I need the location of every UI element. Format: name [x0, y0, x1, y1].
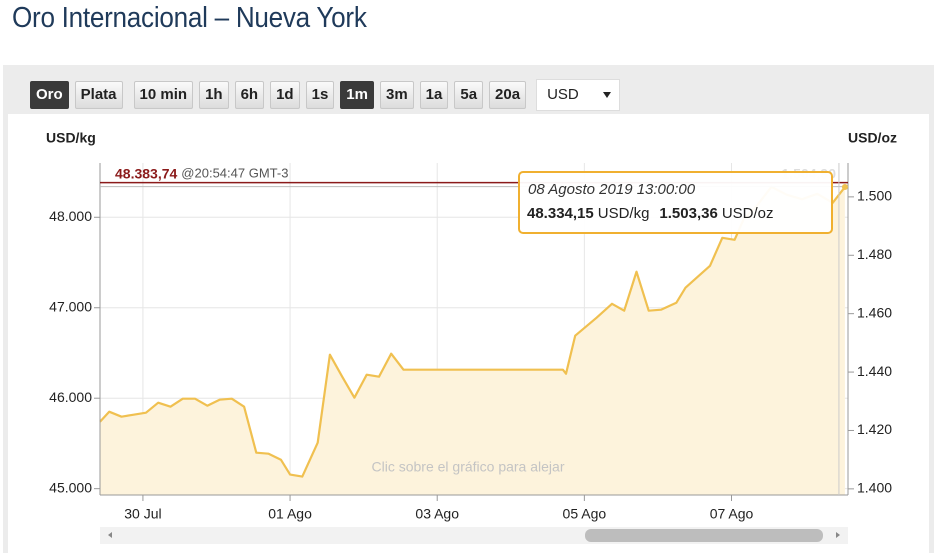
range-button[interactable]: 1h [199, 81, 229, 109]
scrollbar-thumb[interactable] [585, 529, 823, 542]
price-line [99, 185, 846, 478]
x-tick-label: 05 Ago [563, 506, 607, 522]
tooltip-box [518, 171, 833, 234]
range-button[interactable]: 1d [270, 81, 300, 109]
toolbar: Oro Plata 10 min 1h 6h 1d 1s 1m 3m 1a 5a 20a USD [30, 79, 621, 111]
reference-label: 48.383,74 @20:54:47 GMT-3 [115, 165, 288, 181]
y2-tick-label: 1.420 [857, 421, 892, 437]
range-button[interactable]: 5a [454, 81, 484, 109]
y2-tick-label: 1.440 [857, 363, 892, 379]
range-button[interactable]: Oro [30, 81, 69, 109]
x-tick-label: 03 Ago [415, 506, 459, 522]
x-tick-label: 30 Jul [124, 506, 161, 522]
y2-tick-label: 1.400 [857, 480, 892, 496]
tooltip-oz-unit: USD/oz [722, 205, 774, 222]
y2-tick-label: 1.500 [857, 188, 892, 204]
area-fill [100, 186, 845, 496]
currency-select[interactable]: USD [536, 79, 621, 111]
tooltip-oz: 1.503,36 [659, 205, 717, 222]
y-tick-label: 45.000 [49, 479, 92, 495]
range-button[interactable]: Plata [74, 81, 123, 109]
y-tick-label: 48.000 [49, 208, 92, 224]
tooltip-point-oz [843, 185, 847, 189]
y-axis-title: USD/kg [46, 130, 96, 146]
tooltip-kg: 48.334,15 [527, 205, 594, 222]
page-title: Oro Internacional – Nueva York [12, 2, 367, 34]
x-tick-label: 07 Ago [710, 506, 754, 522]
range-button[interactable]: 10 min [133, 81, 194, 109]
reference-value: 48.383,74 [115, 165, 177, 181]
reference-time: @20:54:47 GMT-3 [181, 166, 288, 181]
range-button[interactable]: 6h [234, 81, 265, 109]
range-button[interactable]: 1a [419, 81, 449, 109]
tooltip-date: 08 Agosto 2019 13:00:00 [528, 181, 696, 198]
range-button[interactable]: 20a [489, 81, 527, 109]
y2-tick-label: 1.460 [857, 304, 892, 320]
tooltip-values: 48.334,15 USD/kg 1.503,36 USD/oz [527, 205, 774, 222]
y-tick-label: 46.000 [49, 389, 92, 405]
range-button[interactable]: 1m [340, 81, 374, 109]
annotation: Clic sobre el gráfico para alejar [372, 459, 565, 475]
range-button[interactable]: 1s [305, 81, 335, 109]
y-tick-label: 47.000 [49, 298, 92, 314]
y2-axis-title: USD/oz [848, 130, 897, 146]
tooltip-kg-unit: USD/kg [598, 205, 650, 222]
range-button[interactable]: 3m [379, 81, 414, 109]
y2-tick-label: 1.480 [857, 246, 892, 262]
x-tick-label: 01 Ago [268, 506, 312, 522]
